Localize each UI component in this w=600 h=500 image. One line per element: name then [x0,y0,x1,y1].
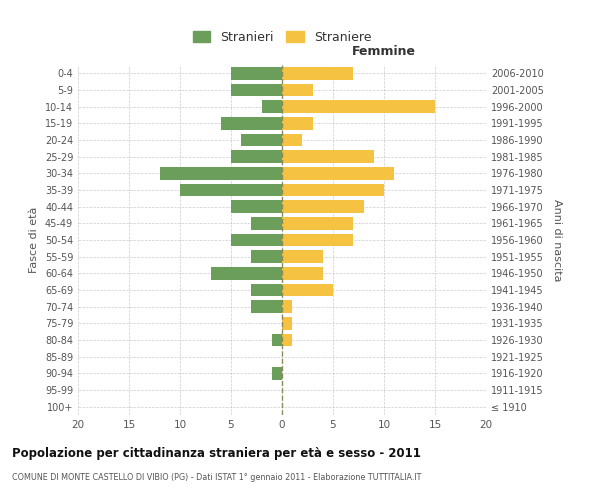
Bar [231,150,282,163]
Bar [282,234,353,246]
Bar [241,134,282,146]
Bar [272,334,282,346]
Bar [221,117,282,130]
Bar [160,167,282,179]
Bar [211,267,282,280]
Bar [282,250,323,263]
Y-axis label: Anni di nascita: Anni di nascita [552,198,562,281]
Bar [251,300,282,313]
Bar [251,284,282,296]
Bar [282,84,313,96]
Text: Popolazione per cittadinanza straniera per età e sesso - 2011: Popolazione per cittadinanza straniera p… [12,448,421,460]
Bar [282,284,333,296]
Bar [282,134,302,146]
Bar [282,300,292,313]
Bar [231,67,282,80]
Bar [272,367,282,380]
Bar [282,334,292,346]
Bar [231,234,282,246]
Bar [282,150,374,163]
Y-axis label: Fasce di età: Fasce di età [29,207,39,273]
Bar [231,84,282,96]
Text: Femmine: Femmine [352,45,416,58]
Bar [282,217,353,230]
Bar [282,317,292,330]
Bar [251,217,282,230]
Bar [282,67,353,80]
Bar [282,117,313,130]
Bar [282,167,394,179]
Bar [262,100,282,113]
Bar [282,100,435,113]
Text: COMUNE DI MONTE CASTELLO DI VIBIO (PG) - Dati ISTAT 1° gennaio 2011 - Elaborazio: COMUNE DI MONTE CASTELLO DI VIBIO (PG) -… [12,472,421,482]
Bar [282,200,364,213]
Bar [251,250,282,263]
Bar [282,184,384,196]
Bar [231,200,282,213]
Bar [180,184,282,196]
Bar [282,267,323,280]
Legend: Stranieri, Straniere: Stranieri, Straniere [188,26,376,49]
